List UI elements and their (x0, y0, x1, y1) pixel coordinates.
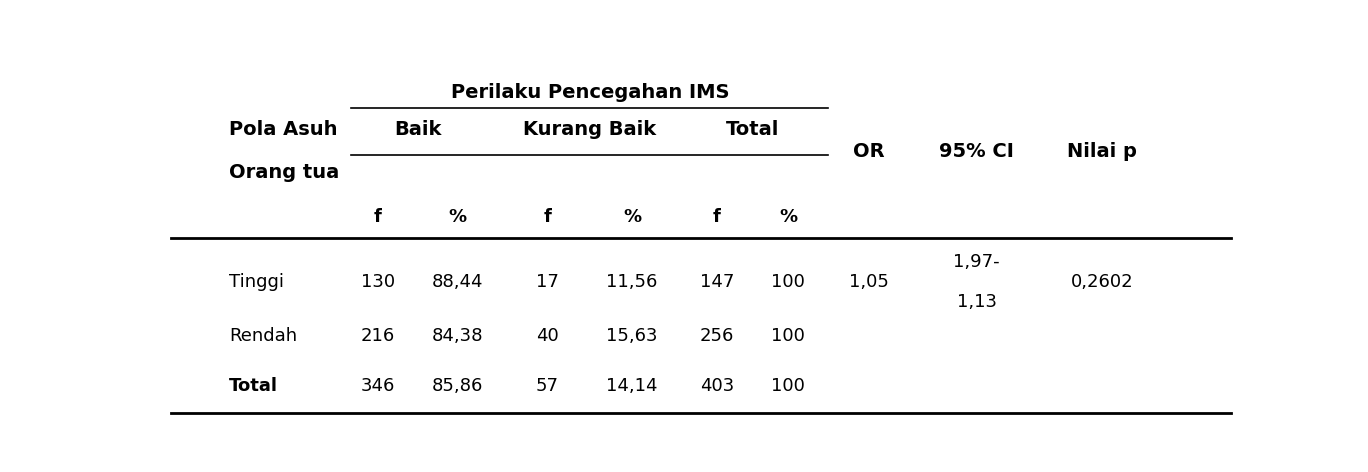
Text: 95% CI: 95% CI (940, 142, 1014, 160)
Text: 14,14: 14,14 (606, 377, 658, 395)
Text: 85,86: 85,86 (431, 377, 483, 395)
Text: 40: 40 (536, 328, 558, 346)
Text: Baik: Baik (394, 120, 442, 139)
Text: %: % (778, 208, 798, 226)
Text: %: % (449, 208, 466, 226)
Text: Nilai p: Nilai p (1067, 142, 1137, 160)
Text: 100: 100 (772, 377, 804, 395)
Text: %: % (624, 208, 642, 226)
Text: 256: 256 (700, 328, 735, 346)
Text: 1,97-: 1,97- (953, 253, 1000, 271)
Text: Tinggi: Tinggi (230, 273, 285, 291)
Text: 100: 100 (772, 328, 804, 346)
Text: f: f (543, 208, 551, 226)
Text: f: f (373, 208, 382, 226)
Text: Kurang Baik: Kurang Baik (523, 120, 657, 139)
Text: 0,2602: 0,2602 (1071, 273, 1133, 291)
Text: f: f (713, 208, 721, 226)
Text: 15,63: 15,63 (606, 328, 658, 346)
Text: 1,13: 1,13 (956, 293, 997, 311)
Text: Orang tua: Orang tua (230, 163, 339, 183)
Text: 216: 216 (361, 328, 395, 346)
Text: Pola Asuh: Pola Asuh (230, 120, 338, 139)
Text: 84,38: 84,38 (431, 328, 483, 346)
Text: Rendah: Rendah (230, 328, 297, 346)
Text: 1,05: 1,05 (848, 273, 889, 291)
Text: 88,44: 88,44 (431, 273, 483, 291)
Text: 17: 17 (536, 273, 558, 291)
Text: 346: 346 (361, 377, 395, 395)
Text: Total: Total (230, 377, 278, 395)
Text: 100: 100 (772, 273, 804, 291)
Text: 147: 147 (700, 273, 735, 291)
Text: 130: 130 (361, 273, 395, 291)
Text: Perilaku Pencegahan IMS: Perilaku Pencegahan IMS (450, 84, 729, 102)
Text: 57: 57 (536, 377, 560, 395)
Text: OR: OR (852, 142, 885, 160)
Text: 403: 403 (700, 377, 735, 395)
Text: 11,56: 11,56 (606, 273, 658, 291)
Text: Total: Total (726, 120, 780, 139)
